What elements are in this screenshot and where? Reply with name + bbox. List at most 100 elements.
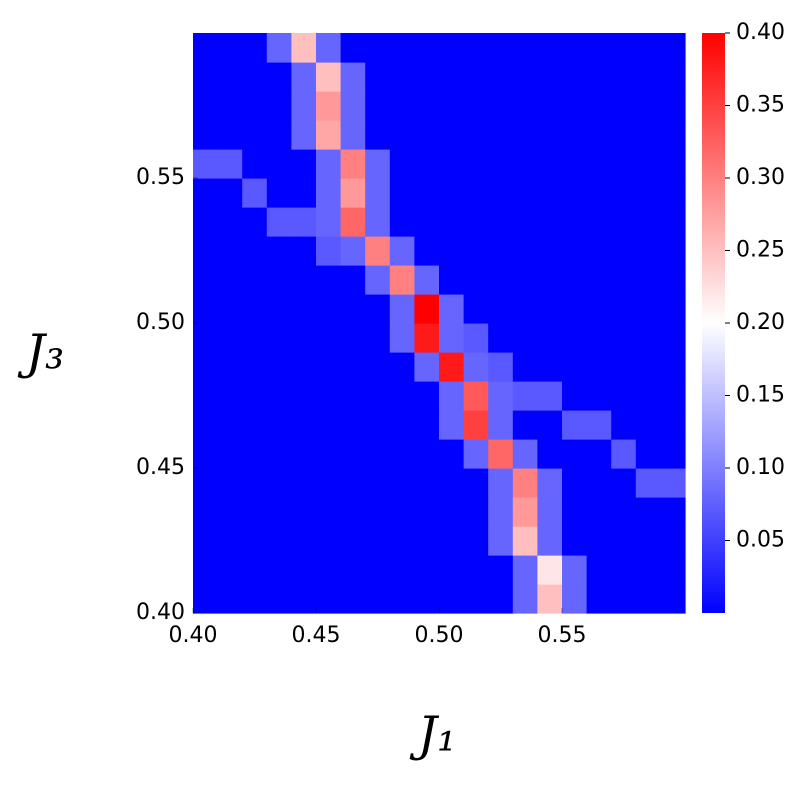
heat-cell <box>611 33 637 63</box>
heat-cell <box>389 439 415 469</box>
colorbar-tick-label: 0.25 <box>736 238 785 263</box>
heat-cell <box>586 120 612 150</box>
heat-cell <box>635 33 661 63</box>
heat-cell <box>512 497 538 527</box>
heat-cell <box>414 381 440 411</box>
heat-cell <box>340 294 366 324</box>
heat-cell <box>537 526 563 556</box>
heat-cell <box>488 497 514 527</box>
heat-cell <box>635 439 661 469</box>
heat-cell <box>365 91 391 121</box>
heat-cell <box>488 178 514 208</box>
heat-cell <box>660 468 686 498</box>
heat-cell <box>562 410 588 440</box>
heat-cell <box>193 33 219 63</box>
heat-cell <box>266 410 292 440</box>
heat-cell <box>537 62 563 92</box>
heat-cell <box>488 555 514 585</box>
heat-cell <box>439 178 465 208</box>
heat-cell <box>217 526 243 556</box>
heat-cell <box>537 91 563 121</box>
heat-cell <box>562 265 588 295</box>
heat-cell <box>512 120 538 150</box>
heat-cell <box>217 555 243 585</box>
x-tick-label: 0.45 <box>292 623 341 648</box>
heat-cell <box>537 410 563 440</box>
heat-cell <box>316 468 342 498</box>
heat-cell <box>537 381 563 411</box>
heat-cell <box>193 120 219 150</box>
colorbar-tick-label: 0.10 <box>736 455 785 480</box>
heat-cell <box>586 410 612 440</box>
heat-cell <box>340 497 366 527</box>
heat-cell <box>266 381 292 411</box>
heat-cell <box>439 323 465 353</box>
heat-cell <box>340 439 366 469</box>
heat-cell <box>340 207 366 237</box>
heat-cell <box>414 120 440 150</box>
heat-cell <box>512 236 538 266</box>
heat-cell <box>562 207 588 237</box>
heat-cell <box>414 62 440 92</box>
heat-cell <box>439 584 465 614</box>
heat-cell <box>537 120 563 150</box>
heat-cell <box>365 62 391 92</box>
heat-cell <box>562 323 588 353</box>
y-tick-label: 0.55 <box>136 165 185 190</box>
heat-cell <box>635 381 661 411</box>
heat-cell <box>266 555 292 585</box>
heat-cell <box>193 584 219 614</box>
heat-cell <box>217 33 243 63</box>
heat-cell <box>512 323 538 353</box>
heat-cell <box>291 236 317 266</box>
heat-cell <box>291 178 317 208</box>
heat-cell <box>537 294 563 324</box>
heat-cell <box>266 526 292 556</box>
colorbar-tick-label: 0.15 <box>736 383 785 408</box>
heat-cell <box>193 526 219 556</box>
heat-cell <box>611 265 637 295</box>
colorbar-tick-label: 0.30 <box>736 165 785 190</box>
heat-cell <box>365 584 391 614</box>
heat-cell <box>217 584 243 614</box>
heat-cell <box>389 149 415 179</box>
y-tick-label: 0.45 <box>136 455 185 480</box>
heat-cell <box>291 468 317 498</box>
heat-cell <box>439 381 465 411</box>
heat-cell <box>365 178 391 208</box>
heat-cell <box>389 265 415 295</box>
heat-cell <box>316 236 342 266</box>
heat-cell <box>414 91 440 121</box>
heat-cell <box>660 62 686 92</box>
heat-cell <box>266 468 292 498</box>
heat-cell <box>193 410 219 440</box>
heat-cell <box>389 584 415 614</box>
heat-cell <box>635 149 661 179</box>
heat-cell <box>316 526 342 556</box>
heat-cell <box>512 584 538 614</box>
heat-cell <box>365 149 391 179</box>
heat-cell <box>562 120 588 150</box>
heat-cell <box>193 468 219 498</box>
heat-cell <box>217 149 243 179</box>
heat-cell <box>217 381 243 411</box>
heat-cell <box>635 294 661 324</box>
heat-cell <box>463 584 489 614</box>
heat-cell <box>439 526 465 556</box>
heat-cell <box>266 120 292 150</box>
heat-cell <box>512 265 538 295</box>
heat-cell <box>463 294 489 324</box>
heat-cell <box>611 62 637 92</box>
heat-cell <box>365 410 391 440</box>
heat-cell <box>635 352 661 382</box>
heat-cell <box>439 62 465 92</box>
y-tick-label: 0.50 <box>136 310 185 335</box>
heat-cell <box>488 236 514 266</box>
heat-cell <box>340 62 366 92</box>
heat-cell <box>537 33 563 63</box>
heat-cell <box>291 62 317 92</box>
heat-cell <box>365 207 391 237</box>
heat-cell <box>340 555 366 585</box>
heat-cell <box>562 178 588 208</box>
heat-cell <box>414 439 440 469</box>
